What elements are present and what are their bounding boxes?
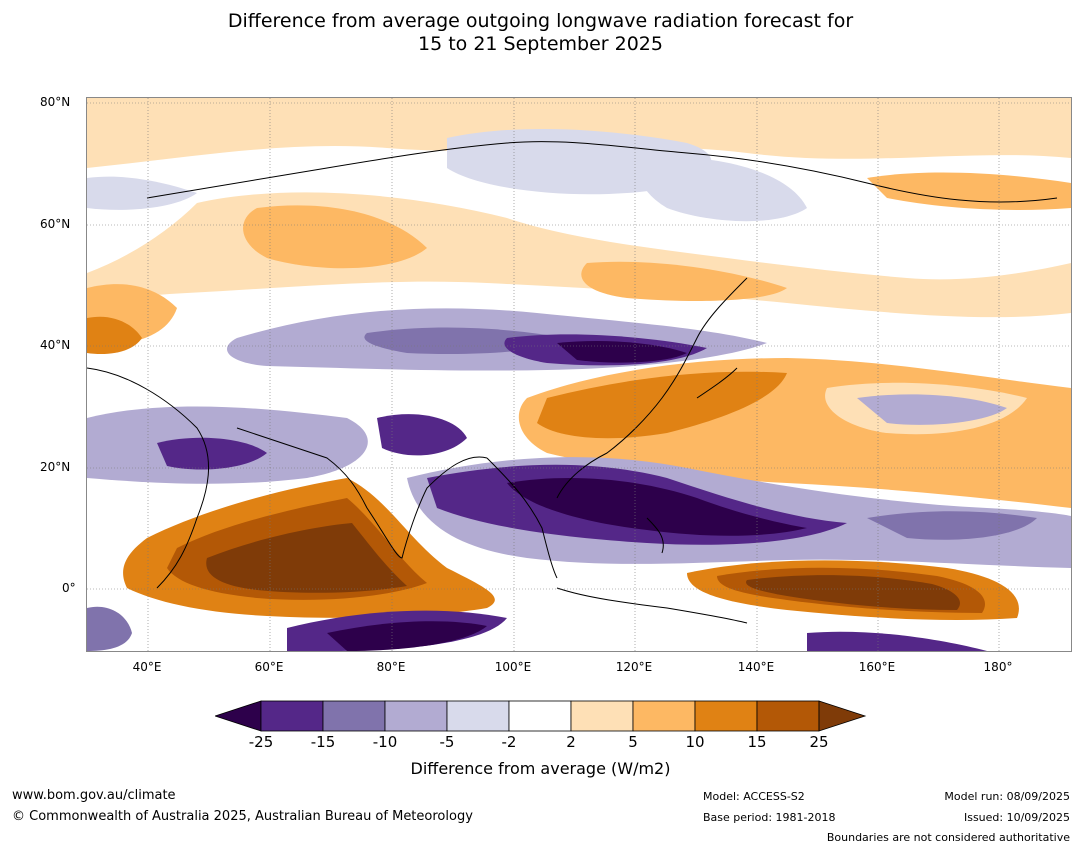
lat-label: 20°N — [40, 460, 71, 474]
colorbar-swatch — [694, 700, 758, 732]
anomaly-region — [857, 394, 1007, 425]
colorbar-swatch — [570, 700, 634, 732]
colorbar-label: Difference from average (W/m2) — [410, 759, 671, 778]
colorbar-tick: 2 — [566, 733, 576, 751]
coastlines — [87, 141, 1058, 624]
anomaly-region — [243, 205, 427, 269]
anomaly-region — [581, 261, 787, 301]
anomaly-map — [86, 97, 1072, 652]
colorbar-swatch — [260, 700, 324, 732]
lon-label: 100°E — [494, 660, 532, 674]
anomaly-region — [87, 176, 197, 210]
anomaly-region — [537, 371, 787, 439]
colorbar-tick: 15 — [747, 733, 767, 751]
lon-label: 40°E — [132, 660, 162, 674]
anomaly-region — [639, 157, 807, 222]
colorbar-tick: -2 — [501, 733, 517, 751]
colorbar-swatch — [384, 700, 448, 732]
model-name: Model: ACCESS-S2 — [703, 790, 805, 803]
anomaly-region — [87, 316, 142, 355]
lon-label: 180° — [983, 660, 1013, 674]
colorbar-swatch — [632, 700, 696, 732]
colorbar-extend-high — [818, 700, 867, 732]
lat-label: 0° — [62, 581, 76, 595]
colorbar-tick: 25 — [809, 733, 829, 751]
anomaly-region — [507, 478, 807, 536]
title-line-1: Difference from average outgoing longwav… — [227, 10, 854, 32]
lat-label: 80°N — [40, 95, 71, 109]
anomaly-region — [206, 523, 407, 593]
boundary-disclaimer: Boundaries are not considered authoritat… — [826, 831, 1070, 844]
lon-label: 160°E — [858, 660, 896, 674]
colorbar-swatch — [322, 700, 386, 732]
colorbar — [215, 700, 867, 732]
anomaly-region — [746, 575, 960, 610]
colorbar-swatch — [508, 700, 572, 732]
lat-label: 60°N — [40, 217, 71, 231]
colorbar-swatch — [756, 700, 820, 732]
anomaly-region — [157, 437, 267, 470]
anomaly-region — [87, 606, 132, 651]
anomaly-region — [557, 341, 687, 363]
colorbar-tick: -25 — [248, 733, 274, 751]
lon-label: 140°E — [737, 660, 775, 674]
base-period: Base period: 1981-2018 — [703, 811, 836, 824]
issued-date: Issued: 10/09/2025 — [963, 811, 1070, 824]
lon-label: 80°E — [376, 660, 406, 674]
colorbar-tick: -10 — [372, 733, 398, 751]
anomaly-region — [377, 414, 467, 456]
anomaly-region — [867, 511, 1037, 540]
graticule — [87, 98, 1071, 651]
anomaly-region — [327, 621, 487, 651]
website-link[interactable]: www.bom.gov.au/climate — [12, 788, 176, 803]
title-line-2: 15 to 21 September 2025 — [418, 33, 663, 55]
lon-label: 60°E — [254, 660, 284, 674]
model-run-date: Model run: 08/09/2025 — [944, 790, 1070, 803]
copyright-notice: © Commonwealth of Australia 2025, Austra… — [12, 809, 473, 824]
map-canvas — [87, 98, 1071, 651]
colorbar-swatch — [446, 700, 510, 732]
lat-label: 40°N — [40, 338, 71, 352]
colorbar-tick: -5 — [439, 733, 455, 751]
map-title: Difference from average outgoing longwav… — [0, 10, 1081, 56]
colorbar-tick: 10 — [685, 733, 705, 751]
anomaly-region — [807, 631, 987, 651]
anomaly-region — [867, 172, 1071, 210]
lon-label: 120°E — [615, 660, 653, 674]
colorbar-tick: -15 — [310, 733, 336, 751]
colorbar-extend-low — [215, 700, 262, 732]
colorbar-tick: 5 — [628, 733, 638, 751]
